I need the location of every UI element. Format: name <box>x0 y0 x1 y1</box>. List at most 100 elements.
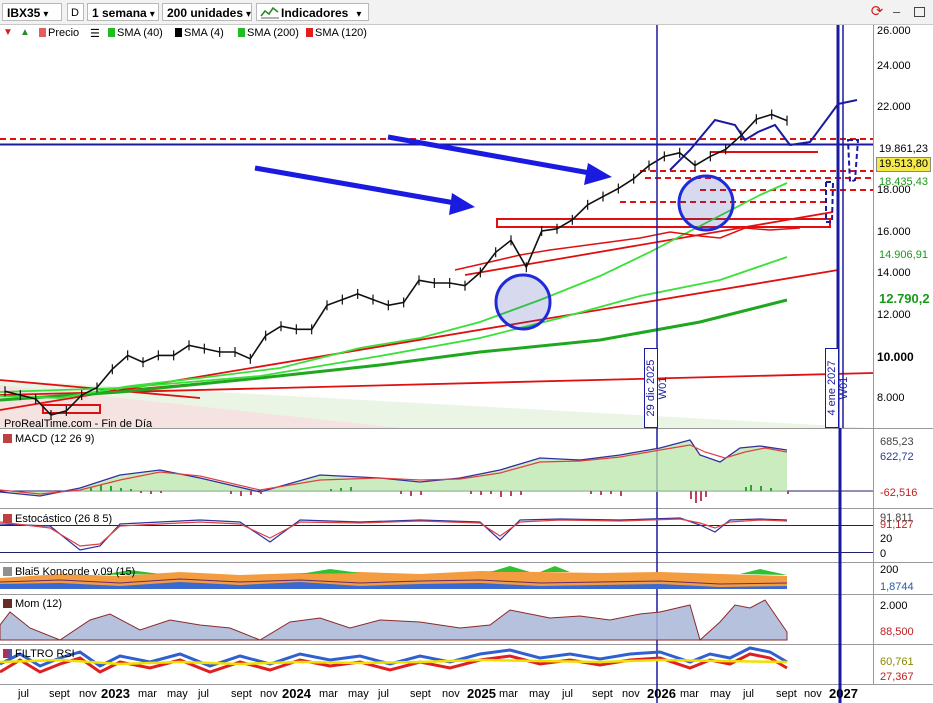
sma40-line <box>0 182 788 399</box>
price-box: 14.906,91 <box>879 249 928 261</box>
x-tick-label: 2023 <box>101 686 130 701</box>
macd-hist-value: -62,516 <box>880 487 918 499</box>
legend-label: SMA (120) <box>315 27 367 39</box>
macd-hist-bar <box>480 491 482 495</box>
macd-hist-bar <box>600 491 602 495</box>
stoch-level-0: 0 <box>880 548 887 560</box>
macd-hist-bar <box>695 491 697 503</box>
trend-arrow <box>387 134 612 185</box>
chevron-down-icon: ▾ <box>149 9 155 20</box>
x-tick-label: 2026 <box>647 686 676 701</box>
vline-label-left: 29 dic 2025 W01 <box>644 348 669 428</box>
x-tick-label: nov <box>622 688 640 700</box>
x-tick-label: 2025 <box>467 686 496 701</box>
red-shade-region <box>0 385 400 428</box>
y-tick: 14.000 <box>877 267 911 279</box>
minimize-icon[interactable]: – <box>893 4 901 19</box>
macd-value: 685,23 <box>880 436 914 448</box>
koncorde-panel <box>0 566 788 589</box>
macd-hist-bar <box>160 491 162 493</box>
macd-hist-bar <box>100 485 102 491</box>
x-tick-label: jul <box>562 688 574 700</box>
vline-label-text: 29 dic 2025 W01 <box>644 348 669 428</box>
macd-hist-bar <box>130 489 132 491</box>
x-tick-label: may <box>167 688 188 700</box>
x-tick-label: sept <box>776 688 797 700</box>
sma120-line <box>0 256 788 393</box>
macd-hist-bar <box>770 488 772 491</box>
macd-hist-bar <box>620 491 622 496</box>
x-tick-label: nov <box>804 688 822 700</box>
sma120-swatch-icon <box>306 28 313 37</box>
panel-title-filtro-rsi[interactable]: FILTRO RSI <box>3 648 75 660</box>
macd-hist-bar <box>230 491 232 494</box>
macd-hist-bar <box>745 487 747 491</box>
legend-item-sma200[interactable]: SMA (200) <box>238 27 299 39</box>
panel-title-stochastic[interactable]: Estocástico (26 8 5) <box>3 513 112 525</box>
legend-item-sma4[interactable]: SMA (4) <box>175 27 224 39</box>
panel-title-text: Estocástico (26 8 5) <box>15 513 113 525</box>
x-tick-label: jul <box>743 688 755 700</box>
price-series <box>4 109 788 421</box>
x-tick-label: jul <box>198 688 210 700</box>
macd-hist-bar <box>340 488 342 491</box>
units-selector[interactable]: 200 unidades ▾ <box>162 3 252 21</box>
rsi-value: 27,367 <box>880 671 914 683</box>
highlight-circle <box>677 174 735 232</box>
koncorde-icon <box>3 567 12 576</box>
macd-hist-bar <box>490 491 492 494</box>
momentum-panel <box>0 599 788 641</box>
trend-arrow <box>254 165 475 215</box>
legend-item-sma120[interactable]: SMA (120) <box>306 27 367 39</box>
mom-value: 88,500 <box>880 626 914 638</box>
stoch-d-value: 91,127 <box>880 519 914 531</box>
x-tick-label: nov <box>79 688 97 700</box>
price-box: 18.435,43 <box>879 176 928 188</box>
units-label: 200 unidades <box>167 6 244 20</box>
mom-icon <box>3 599 12 608</box>
x-tick-label: 2024 <box>282 686 311 701</box>
resistance-lines <box>0 138 873 203</box>
legend-label: SMA (200) <box>247 27 299 39</box>
legend-label: SMA (40) <box>117 27 163 39</box>
timeframe-selector[interactable]: 1 semana ▾ <box>87 3 159 21</box>
sma200-line <box>0 298 788 402</box>
stoch-k-value: 91,811 <box>880 512 913 524</box>
x-tick-label: 2027 <box>829 686 858 701</box>
macd-hist-bar <box>700 491 702 501</box>
panel-title-mom[interactable]: Mom (12) <box>3 598 62 610</box>
list-icon[interactable]: ☰ <box>90 28 100 40</box>
macd-hist-bar <box>120 488 122 491</box>
y-tick: 8.000 <box>877 392 905 404</box>
rsi-icon <box>3 649 12 658</box>
legend-item-sma40[interactable]: SMA (40) <box>108 27 163 39</box>
panel-title-koncorde[interactable]: Blai5 Koncorde v.09 (15) <box>3 566 135 578</box>
chevron-down-icon: ▾ <box>356 9 362 20</box>
legend-item-price[interactable]: Precio <box>39 27 79 39</box>
indicators-button[interactable]: Indicadores ▾ <box>256 3 369 21</box>
timeframe-label: 1 semana <box>92 6 147 20</box>
projection-curve <box>669 99 858 171</box>
y-tick: 10.000 <box>877 350 914 364</box>
macd-hist-bar <box>470 491 472 494</box>
macd-hist-bar <box>150 491 152 494</box>
macd-hist-bar <box>240 491 242 496</box>
arrow-up-icon[interactable]: ▲ <box>20 27 30 38</box>
x-tick-label: nov <box>442 688 460 700</box>
period-badge[interactable]: D <box>67 3 84 21</box>
maximize-icon[interactable] <box>913 3 927 21</box>
stoch-level-20: 20 <box>880 533 893 545</box>
x-tick-label: mar <box>138 688 157 700</box>
stochastic-panel <box>0 517 873 553</box>
arrow-down-icon[interactable]: ▼ <box>3 27 13 38</box>
macd-hist-bar <box>510 491 512 496</box>
panel-title-macd[interactable]: MACD (12 26 9) <box>3 433 94 445</box>
symbol-selector[interactable]: IBX35 ▾ <box>2 3 62 21</box>
indicator-chart-icon <box>260 6 279 19</box>
refresh-icon[interactable]: ⟳ <box>870 3 884 20</box>
x-tick-label: nov <box>260 688 278 700</box>
projection-box <box>825 139 860 223</box>
x-tick-label: mar <box>680 688 699 700</box>
x-tick-label: sept <box>231 688 252 700</box>
